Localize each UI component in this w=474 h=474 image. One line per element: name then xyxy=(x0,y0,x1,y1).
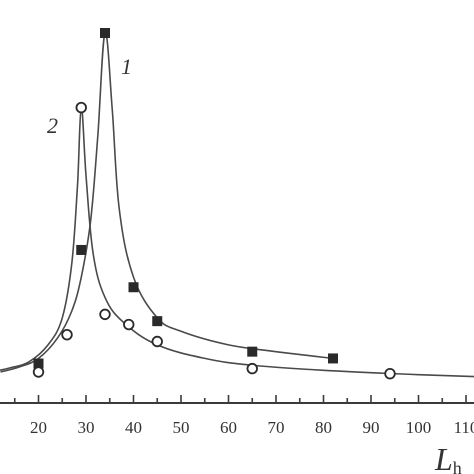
data-point-series-1-0 xyxy=(33,358,44,369)
data-point-series-2-0 xyxy=(32,366,45,378)
data-point-series-2-7 xyxy=(384,367,396,380)
data-point-series-2-5 xyxy=(151,335,163,348)
x-axis-title-subscript: h xyxy=(453,458,462,474)
tick-label-110: 110 xyxy=(454,418,474,437)
data-markers xyxy=(32,28,396,380)
tick-label-70: 70 xyxy=(268,418,285,437)
fit-curves xyxy=(0,32,474,378)
tick-label-40: 40 xyxy=(125,418,142,437)
data-point-series-2-4 xyxy=(123,318,135,331)
curve-label-1: 1 xyxy=(121,54,132,79)
curve-label-2: 2 xyxy=(47,113,58,138)
data-point-series-2-3 xyxy=(99,308,111,321)
data-point-series-2-6 xyxy=(246,362,258,375)
fit-curve-series-2 xyxy=(0,106,474,378)
tick-label-20: 20 xyxy=(30,418,47,437)
data-point-series-1-3 xyxy=(128,282,139,293)
x-axis-tick-labels: 20 30 40 50 60 70 80 90 100 110 xyxy=(30,418,474,437)
data-point-series-2-1 xyxy=(61,329,73,341)
x-axis-title-main: L xyxy=(434,441,453,474)
x-axis-ticks xyxy=(13,395,467,403)
tick-label-80: 80 xyxy=(315,418,332,437)
data-point-series-2-2 xyxy=(75,101,87,114)
data-point-series-1-6 xyxy=(328,353,338,364)
data-point-series-1-5 xyxy=(247,346,258,357)
data-point-series-1-4 xyxy=(152,316,163,327)
data-point-series-1-1 xyxy=(76,244,87,255)
data-point-series-1-2 xyxy=(100,28,110,38)
tick-label-60: 60 xyxy=(220,418,237,437)
x-axis-title: Lh xyxy=(434,441,462,474)
tick-label-50: 50 xyxy=(173,418,190,437)
tick-label-90: 90 xyxy=(363,418,380,437)
tick-label-30: 30 xyxy=(78,418,95,437)
tick-label-100: 100 xyxy=(406,418,432,437)
fit-curve-series-1 xyxy=(0,32,334,373)
